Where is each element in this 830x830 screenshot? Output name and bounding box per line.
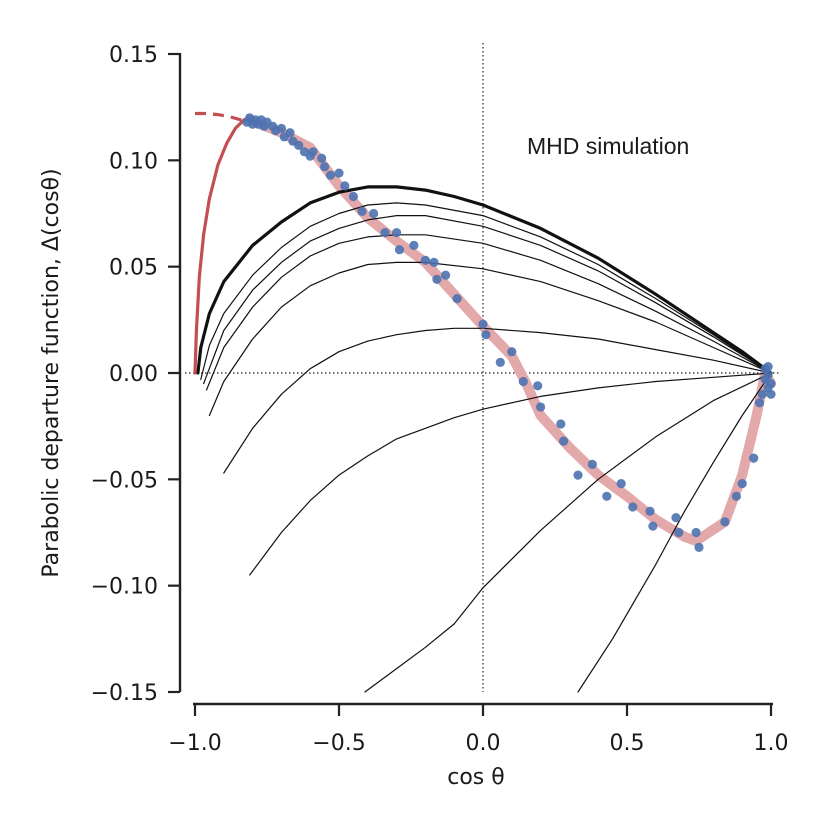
sim-point-23 [348, 191, 358, 202]
annotation-mhd-simulation: MHD simulation [527, 133, 689, 159]
sim-point-14 [294, 140, 304, 150]
sim-point-24 [357, 206, 367, 216]
x-tick-label-1: −0.5 [312, 731, 365, 756]
sim-point-29 [409, 240, 419, 250]
sim-point-58 [749, 453, 759, 463]
sim-point-42 [556, 419, 566, 429]
family-curve-2 [200, 202, 772, 380]
sim-point-20 [325, 170, 335, 180]
sim-point-27 [392, 228, 402, 238]
sim-point-35 [478, 319, 488, 329]
reference-lines [185, 43, 780, 692]
sim-point-46 [602, 491, 612, 501]
y-tick-label-0: −0.15 [91, 681, 158, 706]
sim-point-17 [308, 147, 318, 157]
sim-point-59 [754, 398, 765, 408]
sim-point-49 [645, 506, 655, 516]
sim-point-38 [507, 347, 517, 357]
y-axis-label: Parabolic departure function, Δ(cosθ) [39, 168, 64, 577]
sim-point-39 [518, 376, 528, 387]
family-curve-thick [196, 185, 773, 375]
sim-point-55 [720, 517, 730, 527]
sim-point-28 [394, 245, 405, 255]
sim-point-32 [432, 274, 442, 284]
sim-point-50 [648, 521, 658, 531]
sim-point-48 [628, 502, 638, 512]
sim-point-53 [691, 527, 701, 538]
ticks: −0.15 −0.10 −0.05 0.00 0.05 0.10 0.15 −1.0 −0.5 0… [91, 43, 789, 756]
sim-point-12 [285, 128, 295, 138]
model-dashed [195, 111, 251, 124]
sim-point-22 [340, 181, 350, 191]
sim-point-10 [276, 123, 286, 133]
sim-point-26 [380, 228, 390, 238]
y-tick-label-4: 0.05 [109, 256, 158, 281]
y-tick-label-1: −0.10 [91, 575, 158, 600]
sim-point-52 [674, 527, 684, 538]
sim-point-64 [763, 362, 773, 372]
sim-point-67 [766, 389, 776, 399]
sim-point-21 [334, 168, 344, 178]
simulation-points [242, 113, 776, 553]
sim-point-33 [441, 270, 451, 280]
x-axis-label: cos θ [447, 765, 504, 790]
sim-point-60 [757, 389, 768, 399]
sim-point-37 [495, 357, 505, 367]
sim-point-45 [587, 459, 598, 469]
sim-point-54 [694, 542, 704, 553]
family-curve-4 [205, 234, 772, 391]
sim-point-56 [731, 491, 742, 501]
model-solid [193, 116, 252, 375]
sim-point-41 [536, 402, 546, 412]
family-curve-8 [364, 372, 772, 693]
sim-point-66 [766, 379, 776, 389]
y-tick-label-3: 0.00 [109, 362, 158, 387]
sim-point-18 [317, 153, 327, 163]
sim-point-43 [559, 436, 569, 446]
sim-point-44 [573, 470, 583, 480]
family-curve-6 [223, 327, 772, 474]
sim-point-40 [533, 381, 543, 391]
sim-point-47 [616, 479, 626, 489]
x-tick-label-2: 0.0 [466, 731, 501, 756]
x-tick-label-3: 0.5 [610, 731, 645, 756]
y-tick-label-6: 0.15 [109, 43, 158, 68]
family-curve-7 [249, 372, 772, 576]
sim-point-25 [369, 208, 379, 219]
family-curve-5 [208, 261, 772, 417]
sim-point-34 [452, 294, 462, 304]
family-curve-3 [203, 215, 772, 385]
simulation-band [244, 114, 776, 546]
sim-point-63 [763, 370, 773, 380]
y-tick-label-5: 0.10 [109, 149, 158, 174]
sim-point-31 [429, 257, 439, 267]
sim-point-57 [737, 479, 747, 489]
sim-point-30 [420, 255, 430, 265]
x-tick-label-0: −1.0 [168, 731, 221, 756]
sim-point-36 [481, 330, 491, 340]
sim-point-19 [320, 162, 330, 172]
family-curve-9 [577, 372, 772, 693]
sim-point-51 [671, 513, 681, 523]
x-tick-label-4: 1.0 [754, 731, 789, 756]
series-layer [193, 111, 776, 693]
y-tick-label-2: −0.05 [91, 468, 158, 493]
